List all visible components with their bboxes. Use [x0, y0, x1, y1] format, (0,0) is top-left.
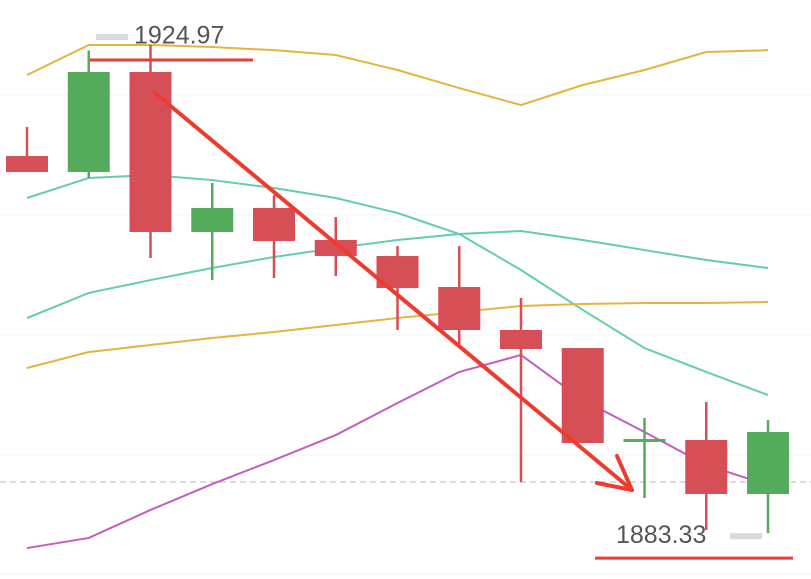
background: [0, 94, 811, 575]
candle-body: [253, 207, 295, 242]
indicator-line: [26, 230, 769, 319]
candle-body: [438, 286, 481, 331]
candle-body: [6, 156, 48, 172]
annotation-tag: [730, 533, 762, 540]
annotation-label: 1924.97: [134, 22, 224, 50]
candle-body: [747, 431, 789, 495]
trend-arrow: [153, 91, 634, 492]
candle-body: [67, 71, 110, 172]
candle-body: [685, 439, 728, 495]
candle-body: [561, 348, 604, 444]
candle-body: [129, 71, 172, 232]
annotation-tag: [96, 34, 128, 41]
candle-body: [500, 330, 542, 349]
arrow-head: [595, 454, 634, 492]
annotations: 1924.97 1883.33: [90, 22, 793, 560]
candle-body: [623, 439, 666, 442]
indicator-line: [26, 353, 769, 550]
arrow-shaft: [153, 91, 634, 492]
annotation-label: 1883.33: [616, 521, 706, 549]
candle-body: [191, 207, 234, 232]
plot: [0, 44, 811, 550]
